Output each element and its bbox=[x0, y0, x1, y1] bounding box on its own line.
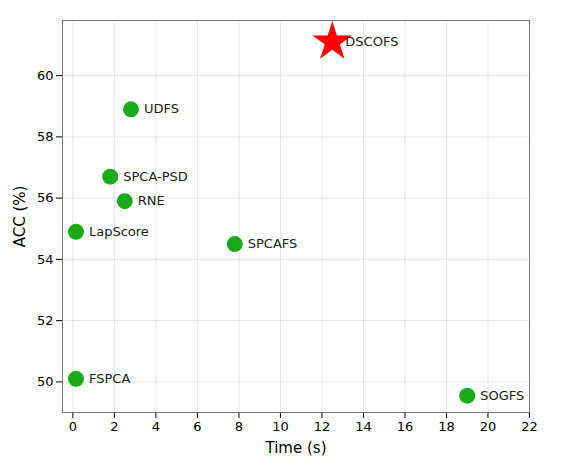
svg-text:FSPCA: FSPCA bbox=[89, 371, 130, 386]
svg-text:18: 18 bbox=[438, 419, 455, 434]
svg-text:10: 10 bbox=[272, 419, 289, 434]
svg-text:52: 52 bbox=[37, 313, 54, 328]
svg-text:ACC (%): ACC (%) bbox=[11, 186, 29, 248]
svg-text:16: 16 bbox=[397, 419, 414, 434]
svg-text:14: 14 bbox=[355, 419, 372, 434]
svg-text:50: 50 bbox=[37, 374, 54, 389]
svg-text:SOGFS: SOGFS bbox=[480, 388, 524, 403]
svg-text:22: 22 bbox=[521, 419, 538, 434]
svg-text:4: 4 bbox=[152, 419, 160, 434]
svg-text:60: 60 bbox=[37, 68, 54, 83]
svg-text:2: 2 bbox=[110, 419, 118, 434]
svg-text:Time (s): Time (s) bbox=[265, 439, 327, 457]
svg-text:58: 58 bbox=[37, 129, 54, 144]
svg-text:RNE: RNE bbox=[138, 193, 165, 208]
svg-text:LapScore: LapScore bbox=[89, 224, 149, 239]
svg-text:6: 6 bbox=[193, 419, 201, 434]
svg-text:12: 12 bbox=[314, 419, 331, 434]
svg-text:UDFS: UDFS bbox=[144, 101, 179, 116]
svg-text:0: 0 bbox=[69, 419, 77, 434]
svg-text:56: 56 bbox=[37, 190, 54, 205]
svg-text:SPCA-PSD: SPCA-PSD bbox=[123, 169, 188, 184]
svg-text:SPCAFS: SPCAFS bbox=[248, 236, 298, 251]
svg-text:54: 54 bbox=[37, 252, 54, 267]
svg-text:20: 20 bbox=[480, 419, 497, 434]
svg-text:8: 8 bbox=[235, 419, 243, 434]
svg-text:DSCOFS: DSCOFS bbox=[345, 34, 398, 49]
